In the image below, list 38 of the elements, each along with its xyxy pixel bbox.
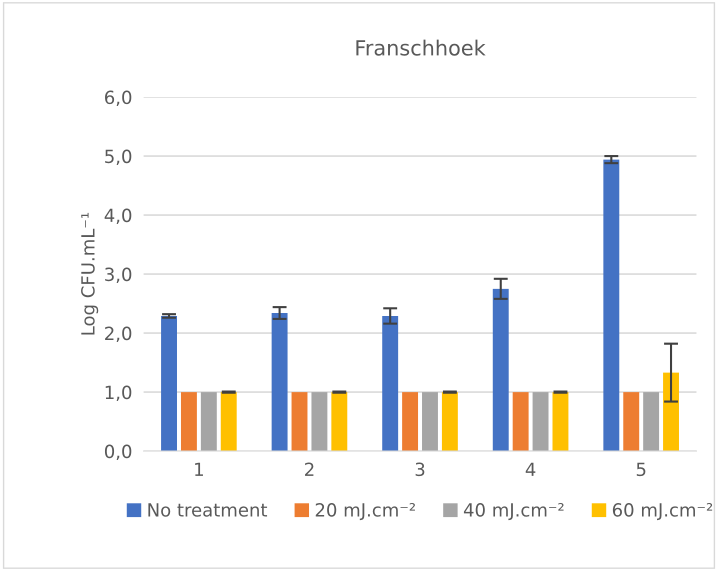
bar [422,392,438,452]
bar [331,392,348,452]
bar [623,392,640,452]
x-tick-label: 1 [195,462,203,476]
bar [220,392,237,452]
x-tick-label: 2 [305,462,314,476]
bar [552,392,568,452]
bar [532,392,549,452]
bar [402,392,418,452]
bar [311,392,328,452]
bar [200,392,217,452]
bar [161,316,177,452]
bar [492,288,509,452]
bar [643,392,660,452]
bar [603,160,620,452]
y-tick-label: 5,0 [105,150,132,166]
x-tick-label: 5 [636,462,646,476]
y-tick-label: 6,0 [105,90,132,106]
bar [442,392,458,452]
chart-title: Franschhoek [356,40,486,56]
y-axis-title: Log CFU.mL⁻¹ [81,212,98,334]
legend-label: 40 mJ.cm⁻² [464,503,564,520]
x-tick-label: 3 [416,462,424,476]
bar [512,392,529,452]
bar [663,372,679,452]
y-tick-label: 3,0 [105,268,132,284]
y-tick-label: 4,0 [104,208,132,224]
y-tick-label: 0,0 [104,444,132,460]
bar [272,313,288,452]
y-tick-label: 2,0 [105,326,132,342]
bar [292,392,308,452]
bar [382,316,398,452]
y-tick-label: 1,0 [106,386,132,402]
legend-label: 20 mJ.cm⁻² [316,503,415,520]
bar [180,392,197,452]
legend-label: No treatment [148,503,268,517]
legend-label: 60 mJ.cm⁻² [612,503,712,520]
x-tick-label: 4 [526,462,536,476]
